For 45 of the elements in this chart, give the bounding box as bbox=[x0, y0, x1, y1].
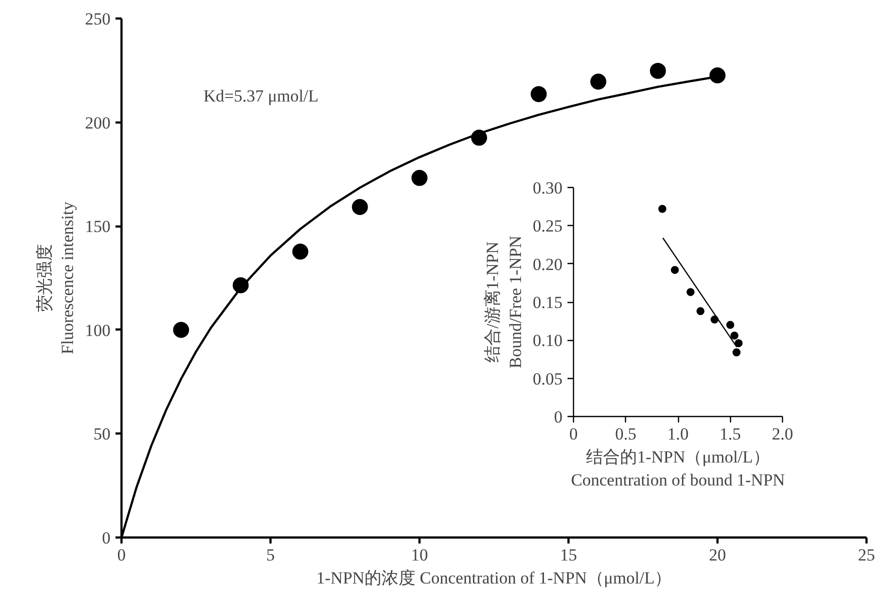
point bbox=[730, 332, 738, 340]
point bbox=[734, 339, 743, 348]
x-tick-label: 1.5 bbox=[720, 424, 741, 444]
y-tick-label: 0.15 bbox=[532, 293, 562, 312]
x-axis-title: 结合的1-NPN（μmol/L） Concentration of bound 1-NPN bbox=[571, 448, 785, 490]
y-tick-label: 100 bbox=[85, 320, 110, 340]
x-tick-label: 0.5 bbox=[615, 424, 636, 444]
x-tick-label: 2.0 bbox=[772, 424, 794, 444]
y-tick-label: 150 bbox=[85, 217, 110, 236]
point bbox=[726, 320, 734, 329]
y-tick-label: 0 bbox=[102, 528, 110, 548]
x-tick-label: 0 bbox=[569, 424, 578, 444]
x-axis-title: 1-NPN的浓度 Concentration of 1-NPN（μmol/L） bbox=[316, 568, 672, 588]
y-tick-label: 0 bbox=[554, 408, 562, 426]
point bbox=[658, 204, 666, 213]
x-tick-label: 1.0 bbox=[667, 424, 689, 444]
point bbox=[696, 307, 704, 316]
point bbox=[686, 288, 695, 296]
annotation: Kd=5.37 μmol/L bbox=[204, 86, 319, 106]
y-tick-label: 0.05 bbox=[532, 369, 562, 388]
x-tick-label: 0 bbox=[117, 546, 126, 564]
y-axis-title: 结合/游离1-NPN Bound/Free 1-NPN bbox=[482, 236, 525, 368]
y-tick-label: 0.30 bbox=[532, 178, 562, 198]
point bbox=[412, 170, 428, 186]
point bbox=[670, 266, 679, 274]
y-tick-label: 0.25 bbox=[532, 216, 562, 236]
y-tick-label: 250 bbox=[85, 10, 110, 28]
point bbox=[650, 62, 666, 79]
point bbox=[732, 348, 741, 356]
point bbox=[173, 322, 190, 338]
x-tick-label: 5 bbox=[266, 546, 275, 564]
point bbox=[590, 74, 606, 90]
point bbox=[530, 86, 547, 102]
y-axis-title: 荧光强度 Fluorescence intensity bbox=[35, 201, 77, 354]
y-tick-label: 50 bbox=[94, 424, 110, 444]
x-tick-label: 25 bbox=[858, 546, 875, 564]
x-tick-label: 15 bbox=[560, 546, 577, 564]
point bbox=[292, 244, 308, 260]
x-tick-label: 10 bbox=[411, 546, 428, 564]
x-tick-label: 20 bbox=[709, 546, 726, 564]
point bbox=[710, 67, 726, 84]
point bbox=[352, 199, 368, 215]
y-tick-label: 200 bbox=[85, 113, 110, 132]
y-tick-label: 0.20 bbox=[532, 254, 562, 274]
y-tick-label: 0.10 bbox=[532, 331, 562, 350]
